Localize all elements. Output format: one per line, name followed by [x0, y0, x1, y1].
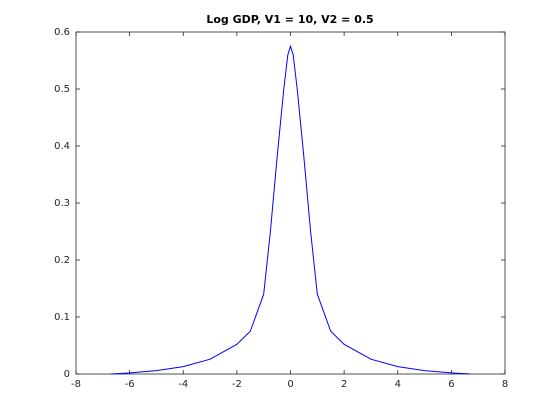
y-tick-label: 0 [64, 369, 70, 380]
x-tick-label: -6 [125, 379, 135, 390]
y-tick-label: 0.2 [54, 255, 70, 266]
x-tick-label: 6 [448, 379, 454, 390]
x-tick-label: 0 [287, 379, 293, 390]
y-tick-label: 0.4 [54, 141, 70, 152]
line [110, 44, 471, 375]
x-tick-label: -8 [71, 379, 81, 390]
x-tick-label: -4 [178, 379, 188, 390]
chart-title: Log GDP, V1 = 10, V2 = 0.5 [206, 13, 373, 26]
x-tick-label: 2 [341, 379, 347, 390]
x-tick-label: -2 [232, 379, 242, 390]
x-tick-label: 8 [502, 379, 508, 390]
y-tick-label: 0.6 [54, 27, 70, 38]
y-tick-label: 0.5 [54, 84, 70, 95]
y-tick-label: 0.1 [54, 312, 70, 323]
x-tick-label: 4 [395, 379, 401, 390]
y-tick-label: 0.3 [54, 198, 70, 209]
